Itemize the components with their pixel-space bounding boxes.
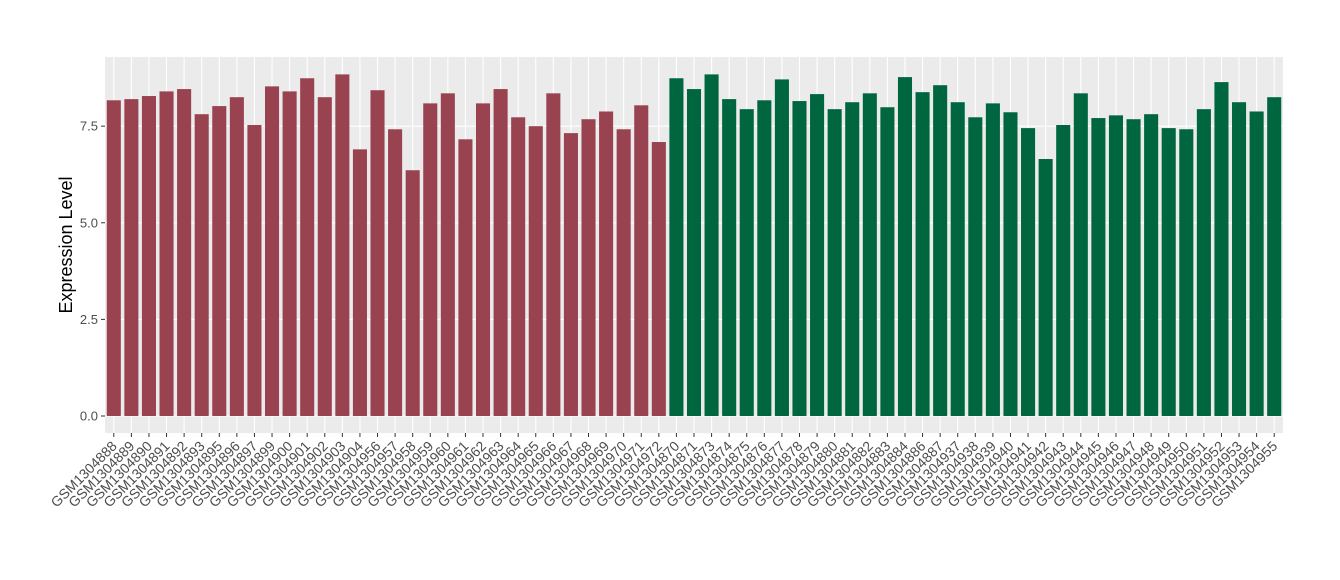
y-axis-label: Expression Level [56,176,76,313]
y-tick-label: 5.0 [80,215,98,230]
bar [1249,111,1264,416]
bar [247,125,262,416]
bar [1232,102,1247,416]
bar [599,111,614,416]
bar [141,96,156,416]
bar [300,78,315,416]
bar [792,101,807,416]
bar [1161,128,1176,416]
bar [581,119,596,416]
bar [212,106,227,416]
bar [423,103,438,416]
bar [722,99,737,416]
bar [1214,82,1229,416]
bar [1021,128,1036,416]
bar [511,117,526,416]
y-tick-label: 2.5 [80,312,98,327]
bar [968,117,983,416]
bar [810,94,825,416]
bar [440,93,455,416]
bar [124,99,139,416]
bar [177,89,192,416]
bar [106,100,121,416]
bar [546,93,561,416]
bar [985,103,1000,416]
bar [563,133,578,416]
bar [493,89,508,416]
bar [405,170,420,416]
bar [1196,109,1211,416]
bar [757,100,772,416]
bar [634,105,649,416]
bar [915,92,930,416]
bar [229,97,244,416]
bar [933,85,948,416]
bar [335,74,350,416]
bar [528,126,543,416]
bar [651,142,666,416]
bar [352,149,367,416]
bar [739,109,754,416]
bar [880,107,895,416]
bar [1091,118,1106,416]
bar [1038,159,1053,416]
bar [1144,114,1159,416]
bar [686,89,702,416]
y-tick-label: 7.5 [80,119,98,134]
bar [827,109,842,416]
bar [1073,93,1088,416]
bar [458,139,473,416]
bar [950,102,965,416]
bar [704,74,719,416]
bar [388,129,403,416]
bar [862,93,877,416]
bar [159,91,174,416]
bar [1108,115,1124,416]
bar [264,86,280,416]
bar [1003,112,1018,416]
bar [282,91,297,416]
bar [774,79,789,416]
bar [897,77,913,416]
bar [475,103,491,416]
bar [194,114,209,416]
y-tick-label: 0.0 [80,408,98,423]
bar [317,97,332,416]
bar [669,78,684,416]
bar [616,129,631,416]
bar [1056,125,1071,416]
bar [845,102,860,416]
bar [1126,119,1141,416]
bar [1267,97,1282,416]
bar [370,90,385,416]
bar [1179,129,1194,416]
